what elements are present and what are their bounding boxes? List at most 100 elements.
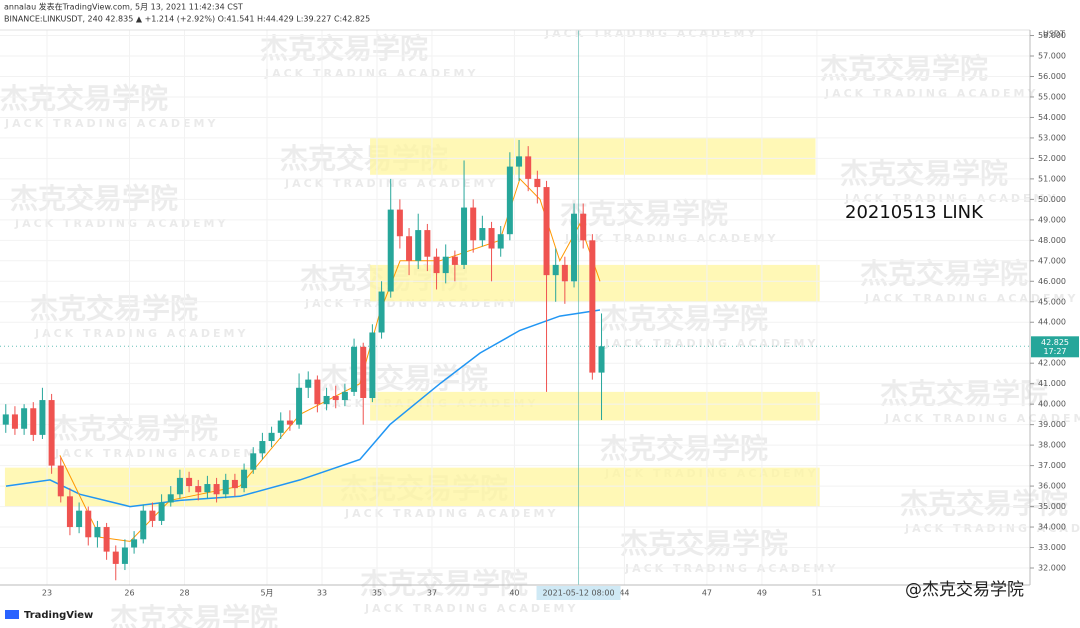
candle-body [121, 547, 128, 564]
candle-body [571, 213, 578, 282]
candle-body [85, 510, 92, 538]
candle-body [332, 395, 339, 401]
candle-body [534, 178, 541, 188]
y-tick-label: 52.000 [1038, 154, 1066, 163]
watermark-cn: 杰克交易学院 [30, 292, 198, 325]
candle-body [369, 332, 376, 399]
candle-body [314, 379, 321, 405]
watermark-en: JACK TRADING ACADEMY [284, 177, 498, 190]
candle-body [479, 228, 486, 241]
x-tick-label: 44 [619, 589, 629, 598]
candle-body [461, 207, 468, 265]
y-tick-label: 41.000 [1038, 379, 1066, 388]
y-tick-label: 34.000 [1038, 523, 1066, 532]
logo-text: TradingView [24, 610, 93, 621]
candle-body [30, 408, 37, 435]
candle-body [112, 551, 119, 564]
y-tick-label: 40.000 [1038, 400, 1066, 409]
candle-body [186, 477, 193, 487]
watermark-en: JACK TRADING ACADEMY [564, 232, 778, 245]
candle-body [259, 441, 266, 454]
y-tick-label: 32.000 [1038, 564, 1066, 573]
candle-body [433, 256, 440, 274]
x-tick-label: 23 [42, 589, 52, 598]
zone [370, 137, 816, 175]
candle-body [231, 479, 238, 489]
candle-body [470, 207, 477, 241]
candle-body [406, 236, 413, 261]
watermark-cn: 杰克交易学院 [620, 527, 788, 560]
candle-body [341, 391, 348, 401]
candle-body [323, 395, 330, 405]
candle-body [222, 479, 229, 495]
y-tick-label: 47.000 [1038, 256, 1066, 265]
watermark-cn: 杰克交易学院 [360, 567, 528, 600]
candle-body [561, 264, 568, 282]
logo-mark [5, 610, 19, 619]
y-tick-label: 55.000 [1038, 92, 1066, 101]
watermark-en: JACK TRADING ACADEMY [884, 412, 1080, 425]
x-tick-label: 40 [509, 589, 519, 598]
y-tick-label: 35.000 [1038, 502, 1066, 511]
watermark-en: JACK TRADING ACADEMY [54, 447, 268, 460]
candle-body [424, 230, 431, 257]
candle-body [415, 230, 422, 261]
candle-body [103, 527, 110, 552]
candle-body [268, 432, 275, 442]
watermark-cn: 杰克交易学院 [900, 487, 1068, 520]
candle-body [296, 387, 303, 425]
candle-body [149, 510, 156, 521]
watermark-en: JACK TRADING ACADEMY [844, 192, 1058, 205]
crosshair-label-bg [536, 586, 621, 600]
y-tick-label: 51.000 [1038, 174, 1066, 183]
header-line1: annalau 发表在TradingView.com, 5月 13, 2021 … [4, 2, 243, 12]
watermark-en: JACK TRADING ACADEMY [904, 522, 1080, 535]
candle-body [589, 240, 596, 373]
y-tick-label: 58.000 [1038, 31, 1066, 40]
candle-body [204, 484, 211, 493]
y-tick-label: 42.000 [1038, 359, 1066, 368]
y-tick-label: 50.000 [1038, 195, 1066, 204]
watermark-cn: 杰克交易学院 [10, 182, 178, 215]
zone [370, 391, 820, 421]
candle-body [21, 408, 28, 429]
header-bg [0, 0, 1030, 30]
watermark-en: JACK TRADING ACADEMY [4, 117, 218, 130]
watermark-en: JACK TRADING ACADEMY [824, 87, 1038, 100]
candle-body [360, 346, 367, 399]
x-tick-label: 5月 [260, 589, 273, 598]
watermark-cn: 杰克交易学院 [860, 257, 1028, 290]
candle-body [387, 209, 394, 292]
credit: @杰克交易学院 [905, 580, 1024, 600]
x-tick-label: 51 [812, 589, 822, 598]
candle-body [543, 187, 550, 276]
x-tick-label: 35 [372, 589, 382, 598]
candle-body [158, 502, 165, 521]
watermark-cn: 杰克交易学院 [600, 432, 768, 465]
footer-logo: TradingView [5, 610, 93, 621]
annotation: 20210513 LINK [845, 202, 984, 223]
y-tick-label: 57.000 [1038, 52, 1066, 61]
y-tick-label: 45.000 [1038, 297, 1066, 306]
candle-body [66, 496, 73, 528]
watermark-cn: 杰克交易学院 [820, 52, 988, 85]
candle-body [506, 166, 513, 235]
candle-body [131, 539, 138, 548]
y-tick-label: 54.000 [1038, 113, 1066, 122]
y-tick-label: 33.000 [1038, 543, 1066, 552]
watermark-en: JACK TRADING ACADEMY [14, 217, 228, 230]
candle-body [580, 213, 587, 241]
x-tick-label: 49 [757, 589, 767, 598]
y-tick-label: 39.000 [1038, 420, 1066, 429]
candle-body [2, 414, 9, 425]
watermark-cn: 杰克交易学院 [0, 82, 168, 115]
watermark-cn: 杰克交易学院 [840, 157, 1008, 190]
price-tag-countdown: 17:27 [1043, 347, 1066, 356]
candle-body [140, 510, 147, 540]
watermark-en: JACK TRADING ACADEMY [364, 602, 578, 615]
x-tick-label: 47 [702, 589, 712, 598]
watermark-cn: 杰克交易学院 [880, 377, 1048, 410]
x-tick-label: 26 [124, 589, 134, 598]
candle-body [277, 420, 284, 433]
